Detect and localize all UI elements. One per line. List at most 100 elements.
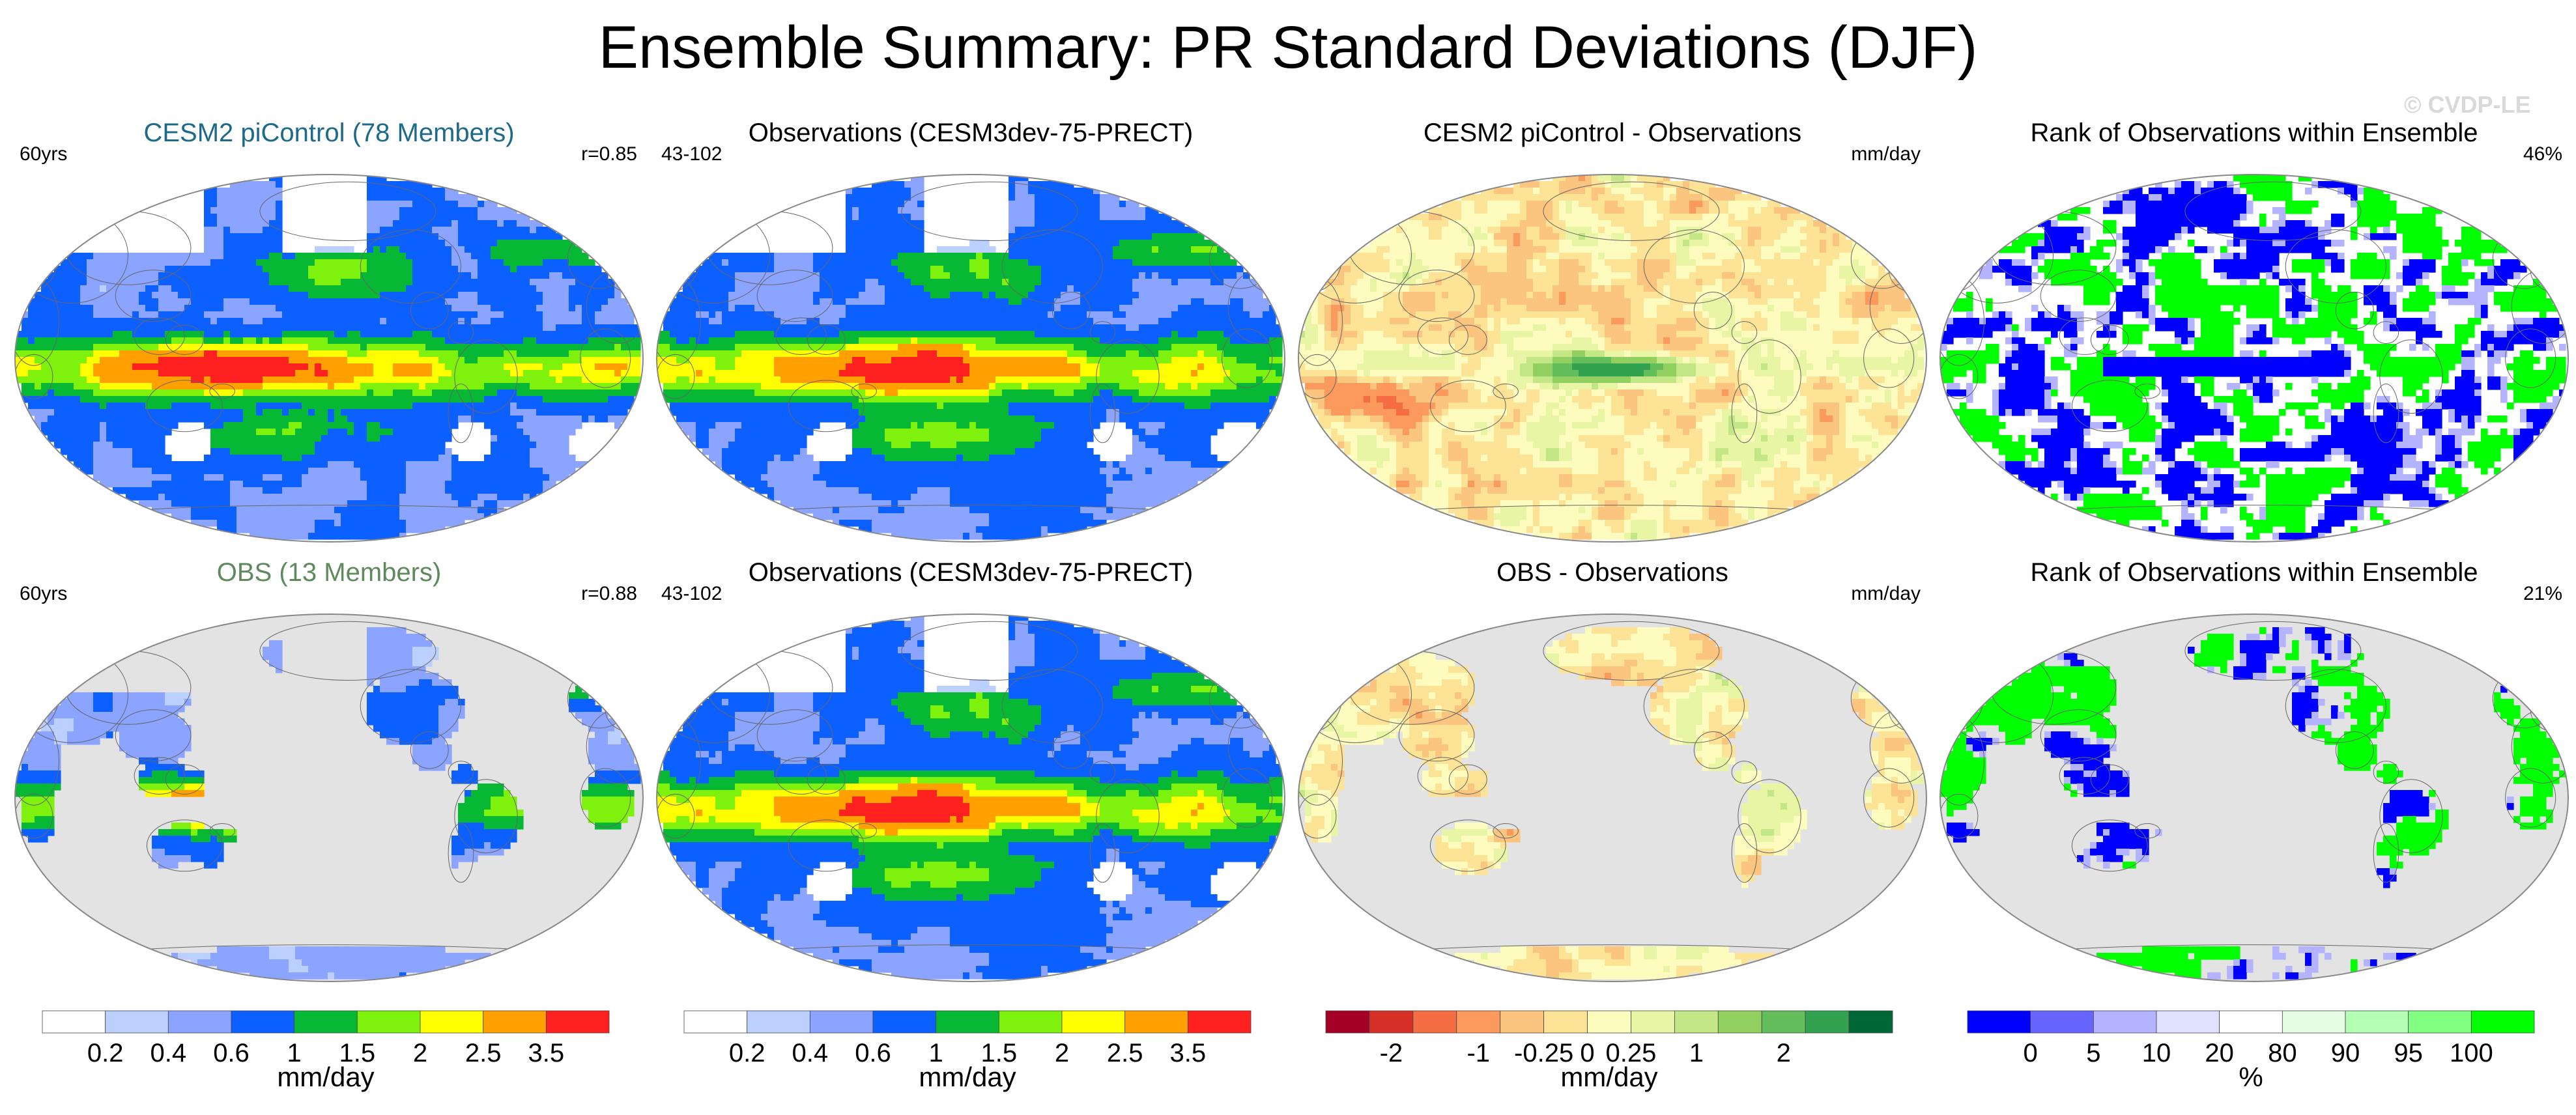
map-cell bbox=[80, 305, 87, 312]
map-cell bbox=[523, 370, 530, 377]
map-cell bbox=[937, 266, 944, 273]
map-cell bbox=[295, 279, 302, 286]
map-cell bbox=[308, 318, 315, 325]
map-cell bbox=[767, 253, 775, 260]
map-cell bbox=[54, 422, 61, 429]
map-cell bbox=[438, 311, 446, 318]
map-cell bbox=[21, 324, 29, 332]
map-cell bbox=[1093, 214, 1100, 221]
map-cell bbox=[807, 272, 814, 279]
map-cell bbox=[696, 272, 703, 279]
map-cell bbox=[465, 272, 472, 279]
map-cell bbox=[74, 279, 81, 286]
map-cell bbox=[399, 311, 407, 318]
map-cell bbox=[217, 292, 224, 299]
map-cell bbox=[315, 416, 322, 423]
map-cell bbox=[885, 188, 892, 195]
map-cell bbox=[523, 344, 530, 351]
map-cell bbox=[1119, 227, 1126, 234]
map-cell bbox=[478, 416, 485, 423]
map-cell bbox=[106, 305, 113, 312]
map-cell bbox=[61, 292, 68, 299]
map-cell bbox=[445, 507, 452, 514]
map-cell bbox=[393, 474, 400, 481]
map-cell bbox=[898, 259, 905, 266]
map-cell bbox=[1132, 279, 1139, 286]
map-cell bbox=[100, 461, 107, 468]
map-cell bbox=[536, 429, 543, 436]
map-cell bbox=[243, 416, 250, 423]
map-cell bbox=[276, 429, 283, 436]
map-cell bbox=[1015, 253, 1022, 260]
map-cell bbox=[282, 429, 289, 436]
map-cell bbox=[1015, 188, 1022, 195]
map-cell bbox=[833, 298, 840, 305]
map-cell bbox=[100, 259, 107, 266]
map-cell bbox=[1184, 285, 1192, 292]
map-cell bbox=[61, 285, 68, 292]
map-cell bbox=[536, 305, 543, 312]
map-cell bbox=[210, 357, 218, 364]
map-cell bbox=[315, 311, 322, 318]
map-cell bbox=[399, 194, 407, 201]
map-cell bbox=[471, 481, 478, 488]
map-cell bbox=[256, 533, 263, 540]
map-cell bbox=[517, 409, 524, 416]
map-cell bbox=[210, 233, 218, 240]
map-cell bbox=[1100, 279, 1107, 286]
map-cell bbox=[510, 500, 517, 507]
map-cell bbox=[256, 461, 263, 468]
map-cell bbox=[504, 383, 511, 390]
map-cell bbox=[210, 507, 218, 514]
map-cell bbox=[334, 350, 341, 358]
map-cell bbox=[722, 259, 729, 266]
map-cell bbox=[243, 201, 250, 208]
map-cell bbox=[87, 344, 94, 351]
map-cell bbox=[1009, 292, 1016, 299]
map-cell bbox=[256, 279, 263, 286]
map-cell bbox=[562, 402, 569, 410]
map-cell bbox=[445, 513, 452, 520]
map-cell bbox=[787, 266, 794, 273]
map-cell bbox=[1250, 292, 1257, 299]
map-cell bbox=[35, 318, 42, 325]
map-cell bbox=[315, 533, 322, 540]
map-cell bbox=[1145, 279, 1152, 286]
map-cell bbox=[210, 461, 218, 468]
map-cell bbox=[276, 233, 283, 240]
map-cell bbox=[432, 468, 439, 475]
map-cell bbox=[243, 435, 250, 442]
map-cell bbox=[523, 494, 530, 501]
map-cell bbox=[106, 461, 113, 468]
map-cell bbox=[230, 500, 237, 507]
map-cell bbox=[197, 402, 205, 410]
map-cell bbox=[334, 513, 341, 520]
map-cell bbox=[80, 272, 87, 279]
map-cell bbox=[1165, 266, 1172, 273]
map-cell bbox=[1217, 292, 1224, 299]
map-cell bbox=[67, 376, 74, 384]
map-cell bbox=[904, 220, 911, 227]
map-cell bbox=[282, 318, 289, 325]
map-cell bbox=[1119, 214, 1126, 221]
map-cell bbox=[826, 272, 833, 279]
map-cell bbox=[158, 500, 165, 507]
map-cell bbox=[67, 266, 74, 273]
map-cell bbox=[735, 266, 742, 273]
map-cell bbox=[269, 292, 276, 299]
map-cell bbox=[1041, 194, 1048, 201]
map-cell bbox=[386, 455, 394, 462]
map-cell bbox=[165, 500, 172, 507]
map-cell bbox=[780, 298, 788, 305]
map-cell bbox=[21, 383, 29, 390]
map-cell bbox=[510, 461, 517, 468]
map-cell bbox=[484, 363, 491, 371]
map-cell bbox=[1224, 266, 1231, 273]
map-cell bbox=[504, 500, 511, 507]
map-cell bbox=[334, 318, 341, 325]
map-cell bbox=[1054, 285, 1061, 292]
map-cell bbox=[139, 500, 146, 507]
map-cell bbox=[536, 487, 543, 494]
map-cell bbox=[334, 500, 341, 507]
map-cell bbox=[950, 292, 957, 299]
